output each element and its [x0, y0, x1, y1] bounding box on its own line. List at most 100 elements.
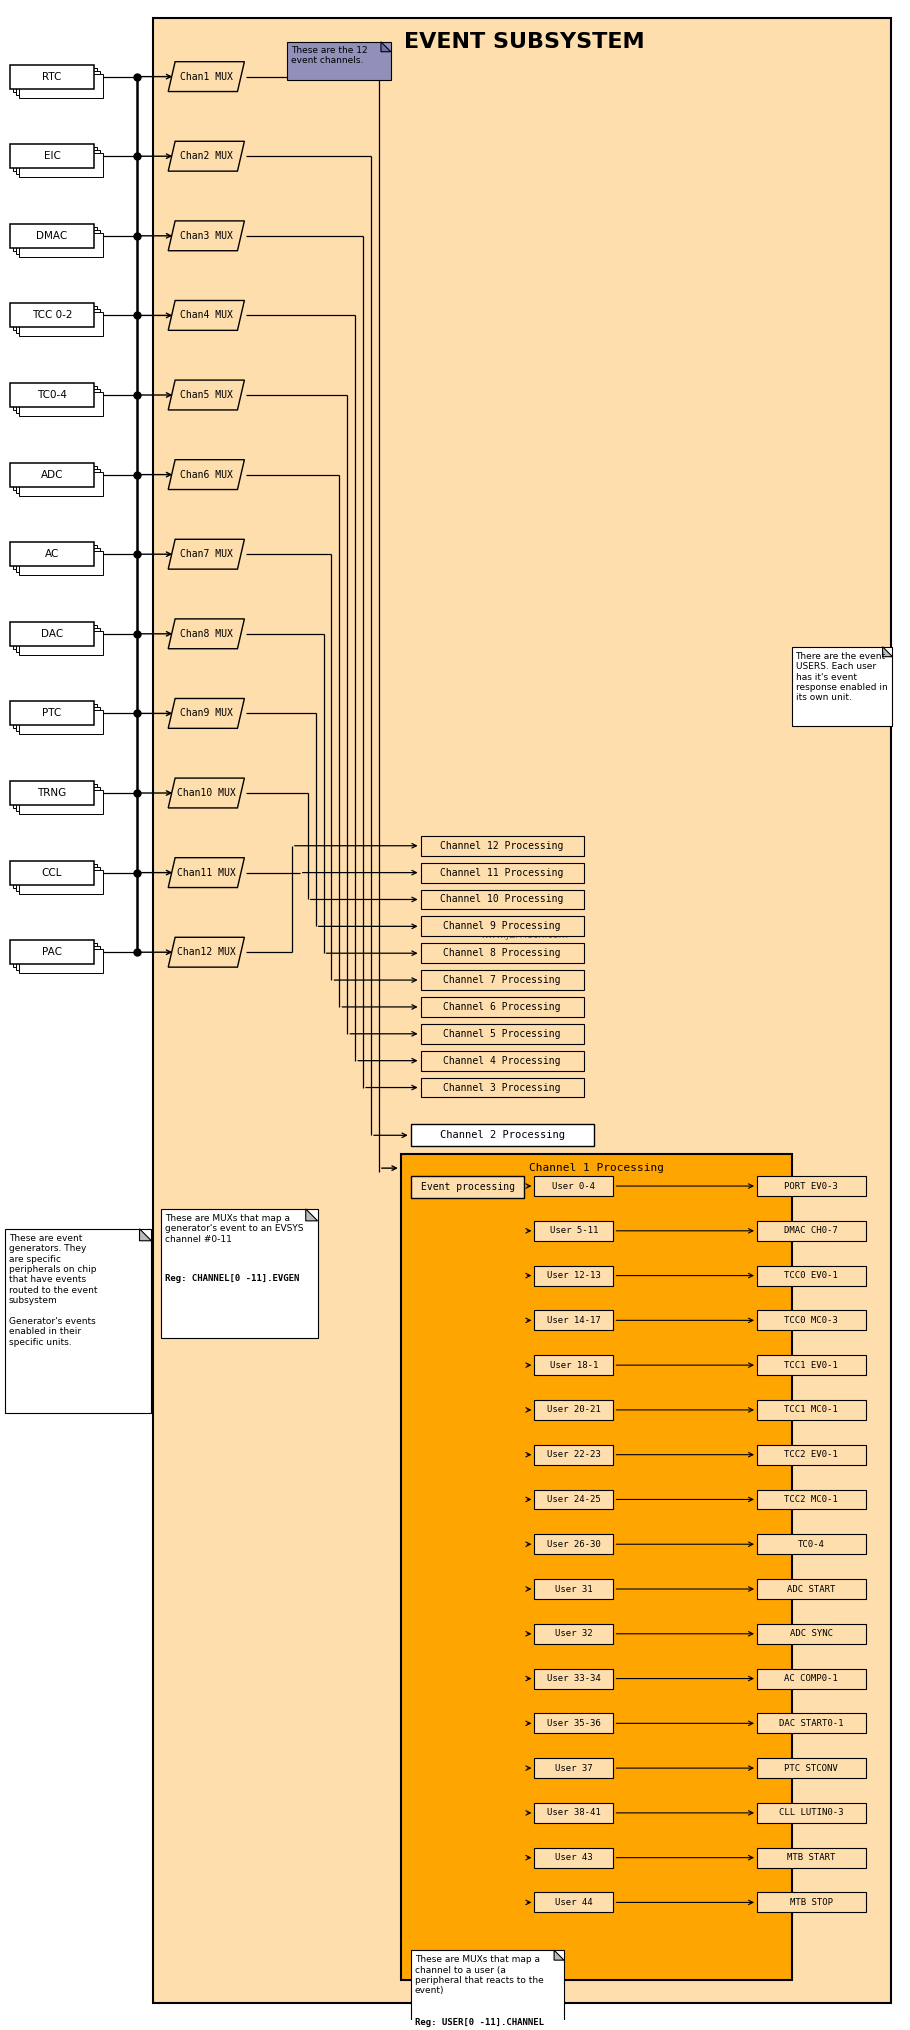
Text: Channel 11 Processing: Channel 11 Processing [440, 867, 564, 877]
Text: Channel 3 Processing: Channel 3 Processing [443, 1082, 561, 1092]
Text: Chan4 MUX: Chan4 MUX [180, 311, 233, 321]
Bar [757, 1535, 865, 1555]
Bar [410, 1125, 593, 1147]
Text: Channel 4 Processing: Channel 4 Processing [443, 1056, 561, 1066]
Bar [757, 1311, 865, 1330]
Bar [420, 970, 584, 991]
Text: Chan3 MUX: Chan3 MUX [180, 231, 233, 242]
Text: ADC START: ADC START [787, 1585, 835, 1594]
Bar [400, 1155, 792, 1979]
Bar [534, 1758, 613, 1778]
Bar [13, 67, 97, 91]
Bar [5, 1228, 151, 1413]
Bar [534, 1847, 613, 1868]
Text: EIC: EIC [44, 150, 60, 160]
Text: PTC: PTC [43, 708, 62, 719]
Text: TCC2 EV0-1: TCC2 EV0-1 [784, 1449, 838, 1460]
Text: EVENT SUBSYSTEM: EVENT SUBSYSTEM [404, 32, 644, 53]
Text: TC0-4: TC0-4 [798, 1539, 824, 1549]
Bar [10, 782, 94, 806]
Bar [10, 65, 94, 89]
Bar [13, 704, 97, 729]
Text: These are the 12
event channels.: These are the 12 event channels. [291, 47, 368, 65]
Bar [13, 465, 97, 489]
Bar [534, 1669, 613, 1689]
Text: Channel 1 Processing: Channel 1 Processing [529, 1163, 663, 1173]
Text: TCC 0-2: TCC 0-2 [32, 311, 72, 321]
Bar [19, 869, 103, 893]
Bar [534, 1803, 613, 1823]
Bar [757, 1624, 865, 1644]
Bar [15, 706, 100, 731]
Polygon shape [168, 777, 245, 808]
Text: Channel 9 Processing: Channel 9 Processing [443, 922, 561, 932]
Polygon shape [168, 938, 245, 966]
Bar [534, 1535, 613, 1555]
Text: These are event
generators. They
are specific
peripherals on chip
that have even: These are event generators. They are spe… [9, 1234, 97, 1346]
Text: User 14-17: User 14-17 [547, 1315, 601, 1326]
Polygon shape [168, 61, 245, 91]
Bar [757, 1892, 865, 1912]
Polygon shape [168, 459, 245, 489]
Bar [13, 863, 97, 887]
Bar [534, 1401, 613, 1419]
Text: Channel 5 Processing: Channel 5 Processing [443, 1029, 561, 1039]
Bar [10, 861, 94, 885]
Text: User 0-4: User 0-4 [552, 1181, 595, 1190]
Text: TCC1 EV0-1: TCC1 EV0-1 [784, 1360, 838, 1370]
Text: PAC: PAC [42, 948, 62, 958]
Polygon shape [168, 698, 245, 729]
Bar [757, 1490, 865, 1510]
Text: Chan2 MUX: Chan2 MUX [180, 150, 233, 160]
Bar [154, 18, 891, 2004]
Text: Chan12 MUX: Chan12 MUX [177, 948, 236, 958]
Bar [757, 1579, 865, 1600]
Text: Channel 6 Processing: Channel 6 Processing [443, 1003, 561, 1011]
Bar [15, 788, 100, 810]
Bar [10, 302, 94, 327]
Bar [420, 916, 584, 936]
Bar [420, 1023, 584, 1043]
Text: Chan8 MUX: Chan8 MUX [180, 629, 233, 639]
Text: User 32: User 32 [555, 1630, 592, 1638]
Text: RTC: RTC [42, 71, 62, 81]
Bar [19, 552, 103, 574]
Text: PTC STCONV: PTC STCONV [784, 1764, 838, 1772]
Text: User 12-13: User 12-13 [547, 1271, 601, 1281]
Polygon shape [168, 142, 245, 171]
Bar [19, 950, 103, 972]
Text: Reg: CHANNEL[0 -11].EVGEN: Reg: CHANNEL[0 -11].EVGEN [166, 1263, 299, 1283]
Bar [757, 1220, 865, 1240]
Polygon shape [381, 43, 390, 51]
Bar [757, 1445, 865, 1464]
Text: Chan1 MUX: Chan1 MUX [180, 71, 233, 81]
Text: DAC START0-1: DAC START0-1 [779, 1719, 844, 1728]
Bar [13, 625, 97, 650]
Text: User 35-36: User 35-36 [547, 1719, 601, 1728]
Text: There are the event
USERS. Each user
has it's event
response enabled in
its own : There are the event USERS. Each user has… [795, 652, 887, 702]
Bar [10, 621, 94, 646]
Polygon shape [883, 648, 893, 656]
Bar [19, 631, 103, 656]
Bar [15, 867, 100, 891]
Bar [534, 1311, 613, 1330]
Text: User 38-41: User 38-41 [547, 1809, 601, 1817]
Text: Channel 8 Processing: Channel 8 Processing [443, 948, 561, 958]
Text: PORT EV0-3: PORT EV0-3 [784, 1181, 838, 1190]
Bar [13, 944, 97, 966]
Bar [757, 1265, 865, 1285]
Bar [534, 1356, 613, 1374]
Bar [534, 1445, 613, 1464]
Polygon shape [554, 1951, 564, 1961]
Bar [534, 1579, 613, 1600]
Text: These are MUXs that map a
generator's event to an EVSYS
channel #0-11: These are MUXs that map a generator's ev… [166, 1214, 304, 1244]
Bar [757, 1713, 865, 1734]
Bar [534, 1624, 613, 1644]
Bar [10, 702, 94, 725]
Text: CCL: CCL [42, 867, 62, 877]
Text: MTB STOP: MTB STOP [790, 1898, 833, 1906]
Bar [15, 627, 100, 652]
Text: Chan9 MUX: Chan9 MUX [180, 708, 233, 719]
Polygon shape [139, 1228, 151, 1240]
Text: User 33-34: User 33-34 [547, 1675, 601, 1683]
